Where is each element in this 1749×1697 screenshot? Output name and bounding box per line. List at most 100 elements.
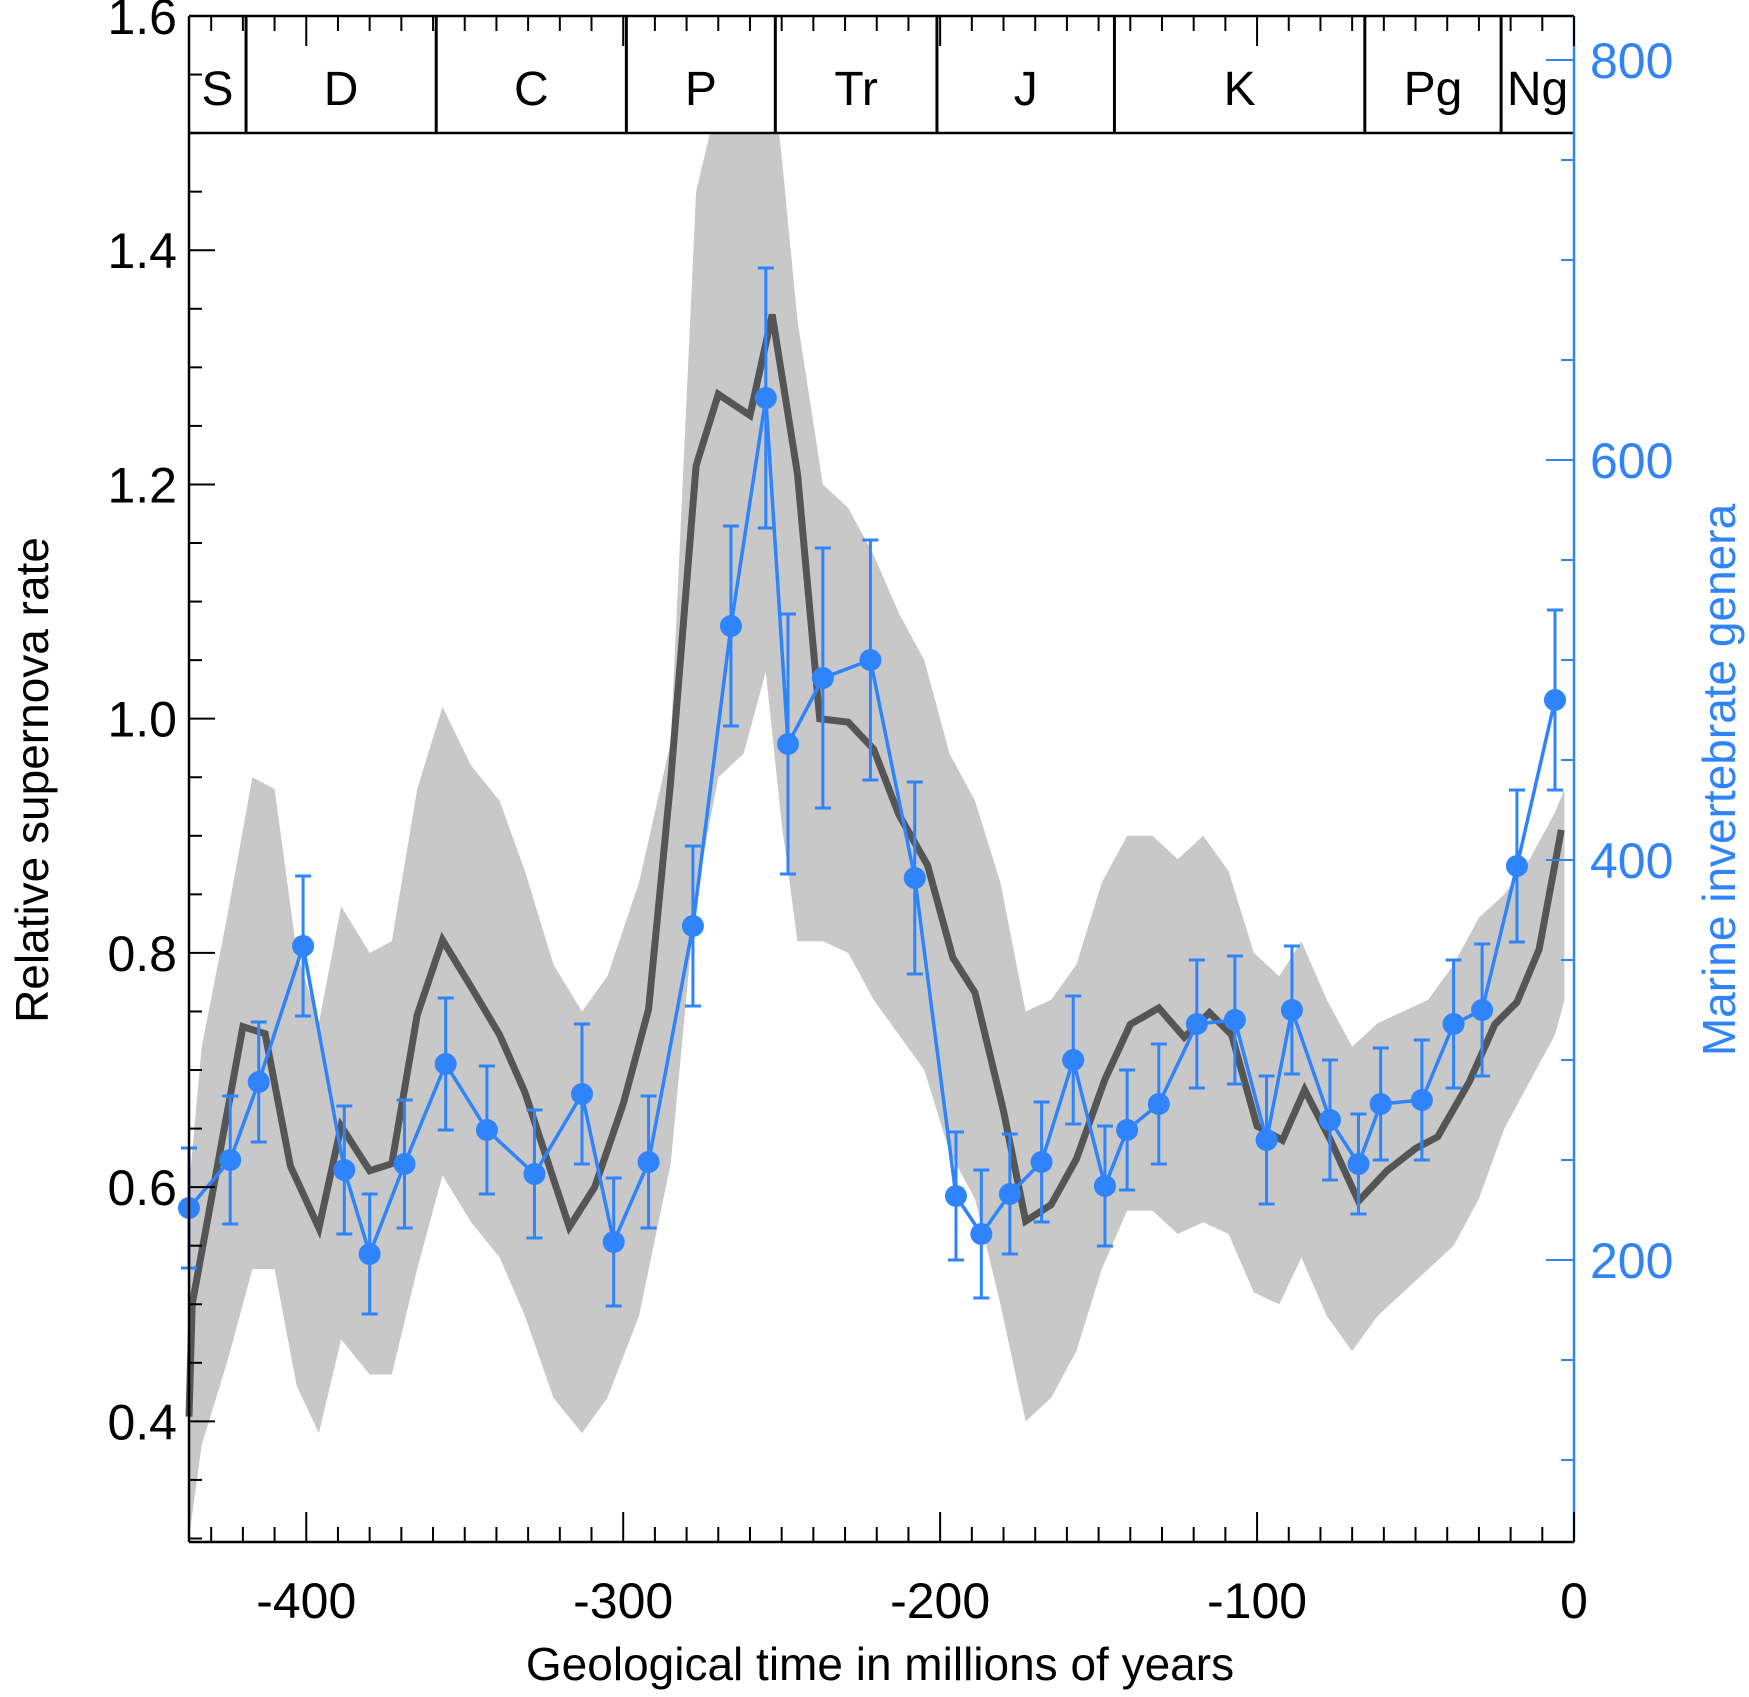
genera-point (358, 1192, 381, 1316)
genera-marker (970, 1223, 993, 1245)
genera-marker (811, 667, 834, 689)
genera-marker (1093, 1175, 1116, 1197)
genera-marker (1223, 1009, 1246, 1031)
genera-marker (903, 867, 926, 889)
genera-point (523, 1108, 546, 1240)
genera-marker (570, 1083, 593, 1105)
genera-point (998, 1132, 1021, 1256)
genera-marker (1442, 1013, 1465, 1035)
genera-point (1030, 1100, 1053, 1224)
x-tick-label: 0 (1560, 1573, 1588, 1629)
genera-marker (1030, 1151, 1053, 1173)
axes-layer: -400 -300 -200 -100 0 0.4 0.6 0.8 1.0 1.2 1.4 1.6 20… (107, 0, 1673, 1629)
genera-point (1185, 958, 1208, 1090)
genera-marker (1543, 689, 1566, 711)
genera-point (1147, 1042, 1170, 1166)
period-label-pg: Pg (1404, 63, 1463, 116)
genera-point (903, 780, 926, 976)
genera-marker (998, 1183, 1021, 1205)
genera-marker (1255, 1129, 1278, 1151)
y-tick-label: 1.6 (107, 0, 177, 45)
y-tick-label: 1.2 (107, 457, 177, 513)
genera-point (475, 1064, 498, 1196)
genera-point (1318, 1058, 1341, 1182)
genera-marker (681, 915, 704, 937)
y-right-tick-label: 600 (1590, 433, 1673, 489)
y-right-tick-label: 800 (1590, 33, 1673, 89)
genera-marker (637, 1151, 660, 1173)
geologic-period-bar: S D C P Tr J K Pg Ng (189, 16, 1574, 135)
genera-marker (1116, 1119, 1139, 1141)
genera-point (970, 1168, 993, 1300)
y-tick-label: 1.4 (107, 223, 177, 279)
genera-marker (754, 387, 777, 409)
genera-marker (1471, 999, 1494, 1021)
genera-marker (1280, 999, 1303, 1021)
period-label-j: J (1014, 63, 1038, 116)
genera-point (1347, 1112, 1370, 1216)
genera-point (1543, 608, 1566, 792)
genera-point (1093, 1124, 1116, 1248)
genera-marker (1147, 1093, 1170, 1115)
genera-marker (247, 1071, 270, 1093)
genera-point (777, 612, 800, 876)
genera-marker (602, 1231, 625, 1253)
genera-point (1471, 942, 1494, 1078)
genera-point (719, 524, 742, 728)
y-tick-label: 0.8 (107, 926, 177, 982)
y-tick-label: 0.4 (107, 1394, 177, 1450)
y-axis-title-left: Relative supernova rate (6, 537, 58, 1023)
genera-point (602, 1176, 625, 1308)
genera-marker (859, 649, 882, 671)
genera-point (754, 266, 777, 530)
x-tick-label: -100 (1207, 1573, 1307, 1629)
genera-marker (719, 615, 742, 637)
genera-point (1062, 994, 1085, 1126)
genera-point (637, 1094, 660, 1230)
genera-marker (333, 1159, 356, 1181)
genera-marker (523, 1163, 546, 1185)
genera-point (681, 844, 704, 1008)
y-right-tick-label: 200 (1590, 1233, 1673, 1289)
x-tick-label: -200 (890, 1573, 990, 1629)
genera-point (333, 1104, 356, 1236)
genera-marker (219, 1149, 242, 1171)
period-label-s: S (202, 63, 234, 116)
genera-point (1280, 944, 1303, 1076)
genera-point (570, 1022, 593, 1166)
genera-marker (358, 1243, 381, 1265)
genera-point (1442, 958, 1465, 1090)
period-label-k: K (1224, 63, 1256, 116)
genera-marker (1347, 1153, 1370, 1175)
period-label-ng: Ng (1507, 63, 1568, 116)
genera-marker (1062, 1049, 1085, 1071)
genera-point (1255, 1074, 1278, 1206)
period-label-tr: Tr (834, 63, 878, 116)
genera-point (1410, 1038, 1433, 1162)
genera-marker (1318, 1109, 1341, 1131)
uncertainty-band-layer (189, 16, 1565, 1539)
genera-point (219, 1094, 242, 1226)
genera-point (393, 1098, 416, 1230)
period-label-p: P (685, 63, 717, 116)
genera-point (1223, 954, 1246, 1086)
genera-marker (1369, 1093, 1392, 1115)
y-tick-label: 1.0 (107, 692, 177, 748)
x-tick-label: -300 (573, 1573, 673, 1629)
genera-line (187, 397, 1557, 1260)
genera-point (1505, 788, 1528, 944)
genera-point (1369, 1046, 1392, 1162)
genera-point (944, 1130, 967, 1262)
uncertainty-band (189, 16, 1565, 1539)
period-bar-background (189, 16, 1574, 133)
genera-marker (434, 1053, 457, 1075)
genera-marker (777, 733, 800, 755)
genera-point (1116, 1068, 1139, 1192)
genera-marker (1410, 1089, 1433, 1111)
genera-point (859, 538, 882, 782)
genera-series-layer (178, 266, 1566, 1316)
genera-marker (475, 1119, 498, 1141)
y-axis-title-right: Marine invertebrate genera (1693, 503, 1745, 1056)
period-label-d: D (324, 63, 359, 116)
